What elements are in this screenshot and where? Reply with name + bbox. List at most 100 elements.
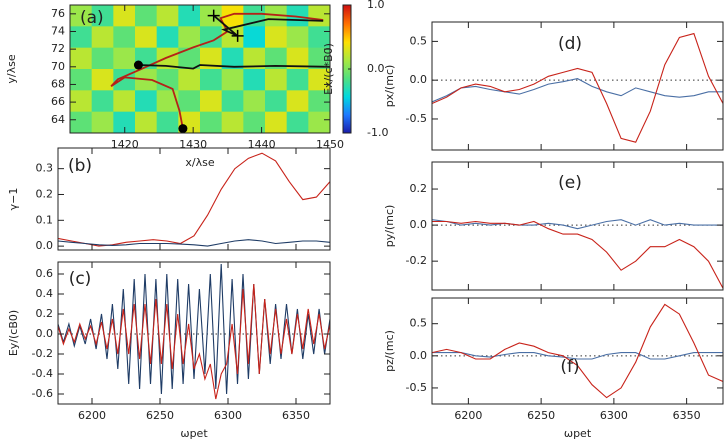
colorbar-segment	[343, 77, 351, 80]
y-tick-label: 74	[51, 24, 65, 37]
heat-cell	[178, 26, 201, 49]
colorbar-segment	[343, 15, 351, 18]
heat-cell	[135, 111, 158, 133]
colorbar-segment	[343, 29, 351, 32]
colorbar-segment	[343, 113, 351, 116]
heat-cell	[243, 111, 266, 133]
x-tick-label: 1430	[179, 138, 207, 151]
y-tick-label: 0.1	[36, 213, 54, 226]
heat-cell	[221, 90, 244, 113]
colorbar-segment	[343, 43, 351, 46]
colorbar-segment	[343, 67, 351, 70]
series-line	[138, 64, 331, 70]
heat-cell	[221, 5, 244, 27]
colorbar-segment	[343, 25, 351, 28]
colorbar-segment	[343, 101, 351, 104]
colorbar-segment	[343, 53, 351, 56]
y-tick-label: 0.4	[36, 287, 54, 300]
series-line	[432, 220, 724, 289]
y-tick-label: 0.0	[410, 218, 428, 231]
y-tick-label: 68	[51, 77, 65, 90]
colorbar-segment	[343, 99, 351, 102]
colorbar-segment	[343, 83, 351, 86]
colorbar-segment	[343, 19, 351, 22]
heat-cell	[91, 111, 114, 133]
y-tick-label: 0.0	[36, 327, 54, 340]
y-tick-label: 0.6	[36, 267, 54, 280]
colorbar-segment	[343, 79, 351, 82]
colorbar-segment	[343, 107, 351, 110]
colorbar-segment	[343, 47, 351, 50]
colorbar-segment	[343, 59, 351, 62]
colorbar-segment	[343, 57, 351, 60]
colorbar-segment	[343, 51, 351, 54]
series-line	[431, 303, 724, 399]
colorbar-segment	[343, 31, 351, 34]
y-tick-label: 0.0	[410, 73, 428, 86]
heat-cell	[91, 5, 114, 27]
start-dot	[178, 124, 188, 134]
y-axis-label: y/λse	[5, 54, 18, 83]
heat-cell	[265, 26, 288, 49]
x-tick-label: 6350	[673, 409, 701, 422]
colorbar-segment	[343, 93, 351, 96]
heat-cell	[221, 47, 244, 70]
heat-cell	[91, 47, 114, 70]
colorbar-segment	[343, 55, 351, 58]
colorbar-segment	[343, 111, 351, 114]
colorbar-tick-label: 1.0	[367, 0, 385, 11]
y-axis-label: py/(mc)	[383, 205, 396, 248]
colorbar-label: Ex/(c*B0)	[322, 43, 335, 95]
heat-cell	[156, 90, 179, 113]
heat-cell	[243, 26, 266, 49]
x-tick-label: 1440	[248, 138, 276, 151]
colorbar-segment	[343, 69, 351, 72]
heat-cell	[113, 47, 136, 70]
heat-cell	[135, 90, 158, 113]
colorbar-segment	[343, 89, 351, 92]
colorbar-segment	[343, 61, 351, 64]
colorbar-segment	[343, 87, 351, 90]
y-tick-label: 0.2	[36, 187, 54, 200]
plot-frame	[431, 297, 724, 405]
colorbar-segment	[343, 125, 351, 128]
colorbar-segment	[343, 81, 351, 84]
panel-label: (e)	[558, 173, 582, 193]
colorbar-segment	[343, 123, 351, 126]
series-line	[432, 352, 723, 360]
colorbar-segment	[343, 5, 351, 8]
y-tick-label: -0.6	[32, 387, 53, 400]
colorbar-segment	[343, 45, 351, 48]
y-tick-label: 0.5	[410, 34, 428, 47]
y-axis-label: γ−1	[7, 188, 20, 211]
heatmap	[70, 5, 330, 133]
colorbar-segment	[343, 37, 351, 40]
y-tick-label: -0.5	[406, 112, 427, 125]
panel-label: (c)	[69, 269, 92, 289]
plot-frame	[57, 147, 331, 251]
heat-cell	[178, 69, 201, 91]
x-tick-label: 1420	[111, 138, 139, 151]
x-axis-label: ωpet	[180, 427, 208, 440]
y-tick-label: 0.2	[36, 307, 54, 320]
heat-cell	[265, 111, 288, 133]
colorbar-segment	[343, 119, 351, 122]
heat-cell	[200, 90, 223, 113]
x-axis-label: x/λse	[185, 156, 214, 169]
start-dot	[133, 60, 143, 70]
heat-cell	[308, 90, 330, 113]
heat-cell	[178, 5, 201, 27]
y-tick-label: 64	[51, 113, 65, 126]
heat-cell	[70, 26, 93, 49]
heat-cell	[70, 69, 93, 91]
series-line	[57, 283, 331, 400]
y-tick-label: 0.0	[410, 349, 428, 362]
heat-cell	[243, 90, 266, 113]
colorbar-tick-label: 0.0	[367, 62, 385, 75]
heat-cell	[113, 90, 136, 113]
y-tick-label: 0.3	[36, 162, 54, 175]
plot-frame	[57, 261, 331, 405]
x-tick-label: 6200	[454, 409, 482, 422]
y-tick-label: 0.0	[36, 239, 54, 252]
panel-label: (f)	[560, 357, 579, 377]
